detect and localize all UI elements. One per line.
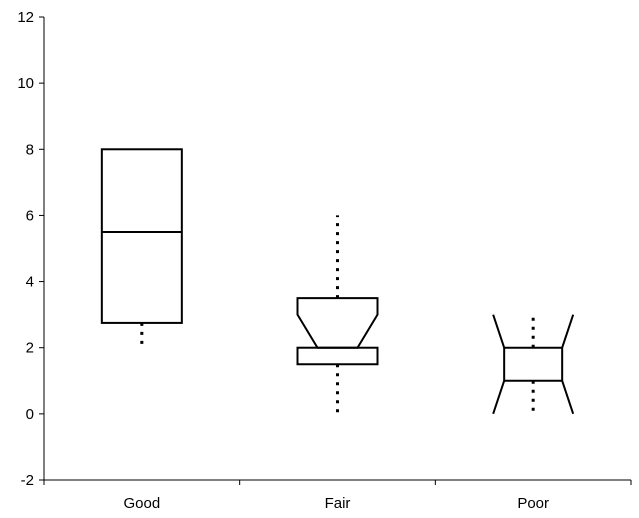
x-tick-label-poor: Poor	[517, 495, 549, 512]
box-right-notch	[561, 314, 575, 415]
y-tick-label: 6	[26, 207, 34, 224]
y-tick-label: 10	[17, 75, 34, 92]
y-tick-label: 12	[17, 9, 34, 26]
box-lower	[296, 346, 379, 366]
box-series	[100, 148, 575, 415]
y-tick-label: -2	[21, 472, 34, 489]
box-fair	[296, 215, 379, 414]
x-tick-label-fair: Fair	[325, 495, 351, 512]
box-good	[100, 148, 183, 348]
axes	[43, 17, 631, 481]
x-axis-ticks: Good Fair Poor	[43, 480, 632, 512]
box-left-notch	[492, 314, 506, 415]
y-tick-label: 8	[26, 141, 34, 158]
y-axis-ticks: -2 0 2 4 6 8 10 12	[17, 9, 44, 489]
y-tick-label: 0	[26, 406, 34, 423]
box-upper-notched	[296, 297, 379, 349]
y-tick-label: 4	[26, 274, 34, 291]
x-tick-label-good: Good	[123, 495, 160, 512]
box-poor	[492, 314, 575, 415]
y-tick-label: 2	[26, 340, 34, 357]
box-body	[100, 148, 183, 324]
